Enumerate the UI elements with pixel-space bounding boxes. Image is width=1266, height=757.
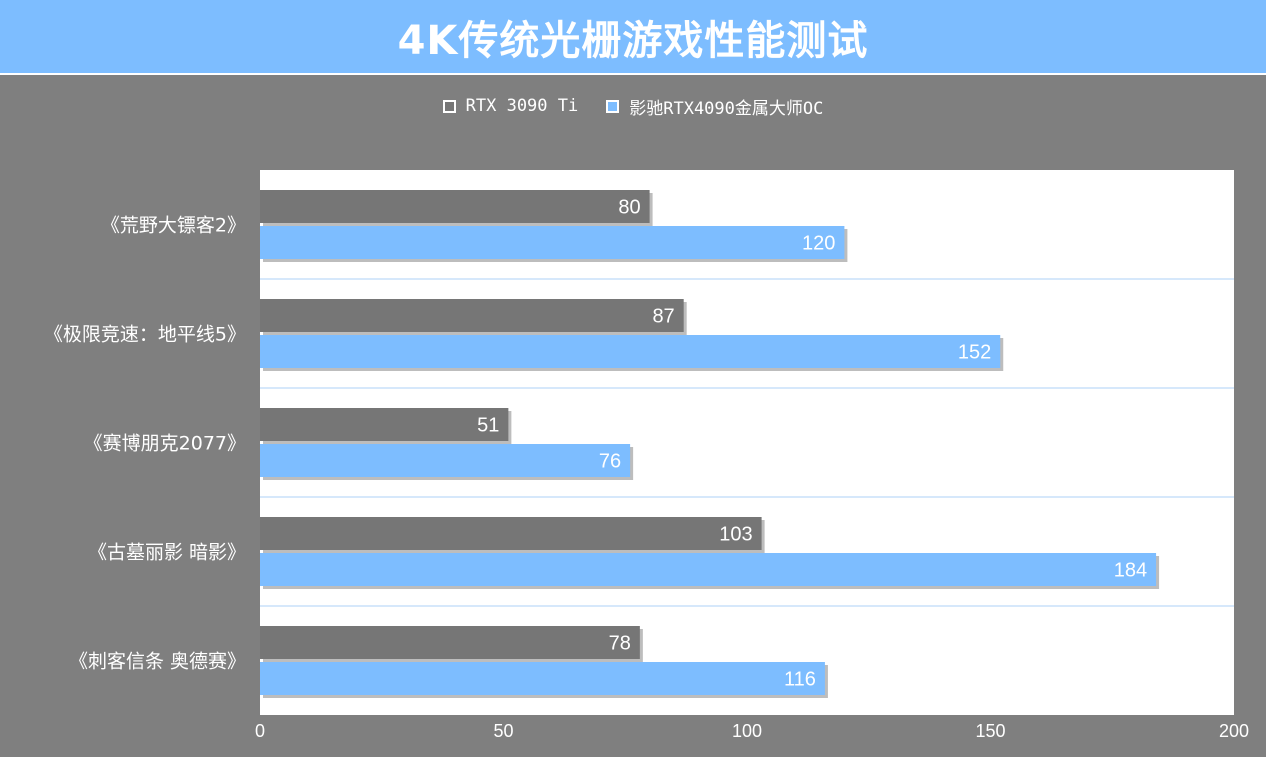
legend-swatch-series-1 <box>442 99 456 113</box>
bar-series-1 <box>260 626 640 659</box>
category-label: 《荒野大镖客2》 <box>101 215 246 237</box>
data-label: 120 <box>802 233 835 255</box>
data-label: 51 <box>477 415 499 437</box>
data-label: 116 <box>784 669 816 691</box>
bar-series-1 <box>260 190 650 223</box>
bar-series-2 <box>260 553 1157 586</box>
x-tick-label: 0 <box>255 721 265 741</box>
bar-series-2 <box>260 662 825 695</box>
category-label: 《极限竞速：地平线5》 <box>44 324 246 346</box>
bar-series-2 <box>260 226 845 259</box>
chart-title: 4K传统光栅游戏性能测试 <box>397 17 869 64</box>
bar-series-1 <box>260 299 684 332</box>
bar-series-2 <box>260 335 1001 368</box>
data-label: 152 <box>958 342 991 364</box>
category-label: 《刺客信条 奥德赛》 <box>69 651 246 673</box>
bar-series-1 <box>260 408 509 441</box>
data-label: 78 <box>609 633 631 655</box>
data-label: 76 <box>599 451 621 473</box>
data-label: 103 <box>719 524 752 546</box>
category-label: 《赛博朋克2077》 <box>84 433 246 455</box>
legend-label-series-1: RTX 3090 Ti <box>465 96 579 116</box>
data-label: 80 <box>618 197 640 219</box>
data-label: 87 <box>652 306 674 328</box>
legend-item-series-1: RTX 3090 Ti <box>442 96 579 116</box>
legend-item-series-2: 影驰RTX4090金属大师OC <box>606 94 823 119</box>
legend-swatch-series-2 <box>606 99 620 113</box>
category-label: 《古墓丽影 暗影》 <box>88 542 246 564</box>
title-bar: 4K传统光栅游戏性能测试 <box>0 0 1266 75</box>
legend: RTX 3090 Ti 影驰RTX4090金属大师OC <box>0 93 1266 119</box>
x-tick-label: 200 <box>1219 721 1249 741</box>
x-tick-label: 100 <box>732 721 762 741</box>
legend-label-series-2: 影驰RTX4090金属大师OC <box>629 98 824 119</box>
x-tick-label: 150 <box>975 721 1005 741</box>
bar-series-2 <box>260 444 631 477</box>
bar-series-1 <box>260 517 762 550</box>
data-label: 184 <box>1114 560 1147 582</box>
x-tick-label: 50 <box>493 721 513 741</box>
